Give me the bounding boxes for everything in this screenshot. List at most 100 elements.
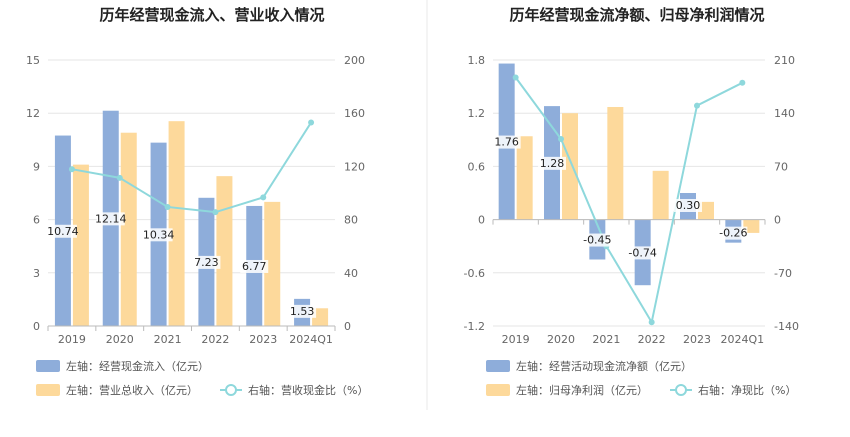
c2-data-label: 1.28 <box>540 157 565 170</box>
c1-x-tick: 2020 <box>106 333 134 346</box>
c1-bar-orange <box>264 201 281 326</box>
c2-bar-orange <box>516 136 533 220</box>
legend1-label-revenue[interactable]: 左轴：营业总收入（亿元） <box>66 383 198 397</box>
c2-x-tick: 2021 <box>592 333 620 346</box>
c1-x-tick: 2021 <box>154 333 182 346</box>
c2-data-label: -0.74 <box>628 246 656 259</box>
c1-data-label-bg <box>288 304 317 318</box>
c1-data-label-bg <box>144 228 173 242</box>
c2-y-right-tick: -70 <box>774 267 792 280</box>
c1-ratio-point <box>68 166 75 173</box>
c2-ratio-point <box>512 74 519 81</box>
chart2-legend: 左轴：经营活动现金流净额（亿元） 左轴：归母净利润（亿元） 右轴：净现比（%） <box>486 359 796 397</box>
c1-data-label: 6.77 <box>242 260 267 273</box>
c2-ratio-point <box>739 79 746 86</box>
c2-bar-orange <box>607 106 624 220</box>
c1-x-tick: 2023 <box>249 333 277 346</box>
c1-data-label-bg <box>96 212 125 226</box>
legend1-label-ratio[interactable]: 右轴：营收现金比（%） <box>248 383 368 397</box>
c2-data-label: 1.76 <box>494 136 519 149</box>
c1-data-label: 1.53 <box>290 305 315 318</box>
legend2-swatch-blue[interactable] <box>486 360 510 372</box>
c2-y-right-tick: 210 <box>774 54 795 67</box>
legend2-label-net-cashflow[interactable]: 左轴：经营活动现金流净额（亿元） <box>516 359 692 373</box>
c2-data-label-bg <box>719 226 748 240</box>
c1-y-left-tick: 3 <box>33 267 40 280</box>
c1-bar-orange <box>168 121 185 327</box>
c1-bar-orange <box>120 132 137 326</box>
chart-net-cashflow-profit: 历年经营现金流净额、归母净利润情况 -1.2 -0.6 0 0.6 1.2 1.8 -140… <box>464 6 799 346</box>
c2-data-label: -0.45 <box>583 234 611 247</box>
c1-ratio-point <box>212 209 219 216</box>
c2-data-label-bg <box>538 156 566 170</box>
c2-x-tick: 2023 <box>683 333 711 346</box>
c1-data-label-bg <box>48 224 77 238</box>
c2-ratio-point <box>648 319 655 326</box>
c2-y-left-tick: 0.6 <box>468 160 486 173</box>
c2-x-tick: 2022 <box>638 333 666 346</box>
legend2-swatch-orange[interactable] <box>486 384 510 396</box>
c1-ratio-line <box>71 121 312 214</box>
legend1-swatch-orange[interactable] <box>36 384 60 396</box>
legend2-label-cash-ratio[interactable]: 右轴：净现比（%） <box>698 383 796 397</box>
legend2-line-marker[interactable] <box>675 384 687 396</box>
c2-x-tick: 2024Q1 <box>721 333 765 346</box>
c1-bar-orange <box>216 176 233 326</box>
c1-ratio-point <box>164 203 171 210</box>
c1-ratio-point <box>260 194 267 201</box>
legend1-swatch-blue[interactable] <box>36 360 60 372</box>
c2-y-left-tick: 1.2 <box>468 107 486 120</box>
c1-y-right-tick: 40 <box>344 267 358 280</box>
c1-data-label: 12.14 <box>95 212 127 225</box>
chart1-title: 历年经营现金流入、营业收入情况 <box>99 6 324 24</box>
c2-bar-orange <box>562 113 578 220</box>
c1-bar-orange <box>72 164 89 326</box>
legend1-line-marker[interactable] <box>225 384 237 396</box>
chart-cash-inflow-revenue: 历年经营现金流入、营业收入情况 0 3 6 9 12 15 0 40 80 120 160 200 20… <box>26 6 365 346</box>
c2-y-right-tick: 140 <box>774 107 795 120</box>
c1-y-right-tick: 0 <box>344 320 351 333</box>
c1-data-label: 7.23 <box>194 256 219 269</box>
c2-data-label: 0.30 <box>676 199 701 212</box>
c2-y-left-tick: 1.8 <box>468 54 486 67</box>
c1-y-left-tick: 9 <box>33 160 40 173</box>
c2-data-label-bg <box>628 246 657 260</box>
c1-ratio-point <box>308 119 315 126</box>
c2-ratio-point <box>694 102 700 109</box>
c1-y-right-tick: 160 <box>344 107 365 120</box>
c2-x-tick: 2019 <box>502 333 530 346</box>
c2-y-left-tick: -1.2 <box>464 320 485 333</box>
c2-y-right-tick: 0 <box>774 214 781 227</box>
c1-y-left-tick: 12 <box>26 107 40 120</box>
c2-y-right-tick: -140 <box>774 320 799 333</box>
c1-y-right-tick: 80 <box>344 214 358 227</box>
c1-y-right-tick: 120 <box>344 160 365 173</box>
chart2-title: 历年经营现金流净额、归母净利润情况 <box>509 6 764 24</box>
c1-y-right-tick: 200 <box>344 54 365 67</box>
c2-ratio-line <box>514 76 743 325</box>
c2-y-left-tick: 0 <box>478 214 485 227</box>
c1-y-left-tick: 6 <box>33 214 40 227</box>
c2-data-label-bg <box>492 135 521 149</box>
c2-data-label: -0.26 <box>719 227 747 240</box>
c2-bar-orange <box>652 170 669 220</box>
c1-x-tick: 2019 <box>58 333 86 346</box>
legend1-label-cash-inflow[interactable]: 左轴：经营现金流入（亿元） <box>66 359 209 373</box>
chart1-legend: 左轴：经营现金流入（亿元） 左轴：营业总收入（亿元） 右轴：营收现金比（%） <box>36 359 368 397</box>
c1-ratio-point <box>116 174 123 181</box>
c1-data-label: 10.74 <box>47 225 79 238</box>
c1-data-label: 10.34 <box>143 228 175 241</box>
c1-data-label-bg <box>240 259 269 273</box>
c1-y-left-tick: 0 <box>33 320 40 333</box>
c1-data-label-bg <box>192 255 221 269</box>
c2-y-left-tick: -0.6 <box>464 267 485 280</box>
c2-x-tick: 2020 <box>547 333 575 346</box>
c2-data-label-bg <box>583 233 612 247</box>
c1-y-left-tick: 15 <box>26 54 40 67</box>
c2-data-label-bg <box>674 199 702 212</box>
legend2-label-net-profit[interactable]: 左轴：归母净利润（亿元） <box>516 383 648 397</box>
c2-ratio-point <box>558 136 564 143</box>
c1-x-tick: 2024Q1 <box>289 333 333 346</box>
c2-y-right-tick: 70 <box>774 160 788 173</box>
